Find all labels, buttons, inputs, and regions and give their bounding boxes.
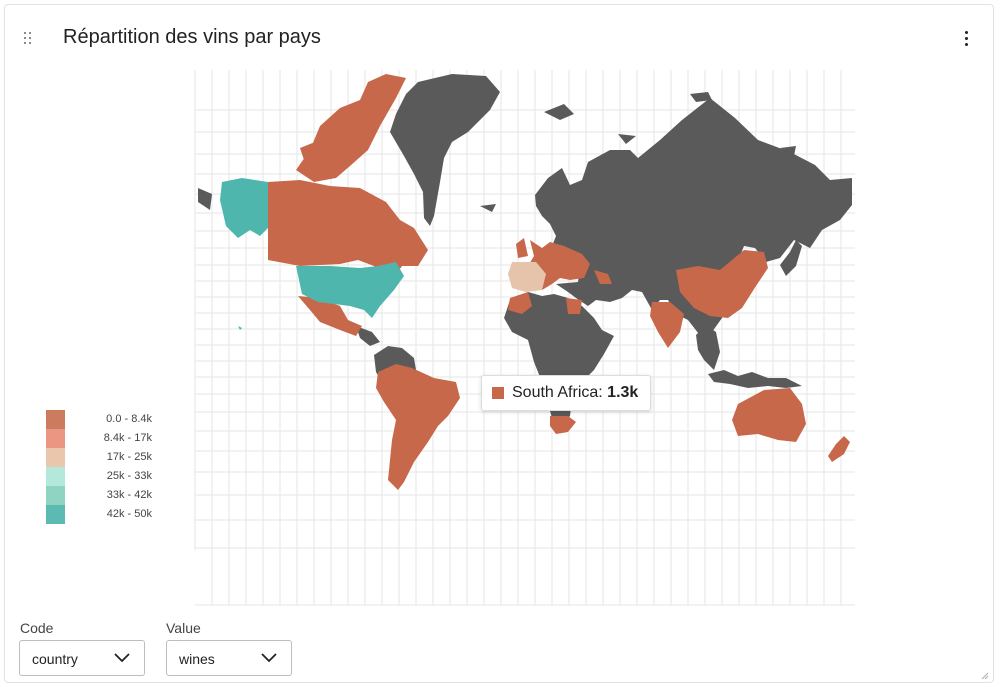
country-tooltip: South Africa: 1.3k	[481, 375, 652, 411]
resize-handle-icon[interactable]	[981, 672, 989, 680]
legend-swatch	[46, 429, 65, 448]
united-states[interactable]	[296, 262, 404, 318]
france-spain[interactable]	[508, 262, 546, 292]
legend-swatch	[46, 505, 65, 524]
code-select-value: country	[32, 651, 78, 667]
more-vertical-icon[interactable]	[960, 29, 974, 49]
legend-label: 25k - 33k	[106, 470, 152, 482]
canada[interactable]	[268, 180, 428, 280]
legend-item: 17k - 25k	[46, 448, 156, 467]
chevron-down-icon	[261, 653, 277, 663]
legend-item: 0.0 - 8.4k	[46, 410, 156, 429]
japan-no-data[interactable]	[780, 240, 802, 276]
indonesia-no-data[interactable]	[708, 370, 802, 388]
map-legend: 0.0 - 8.4k 8.4k - 17k 17k - 25k 25k - 33…	[46, 410, 156, 524]
legend-swatch	[46, 448, 65, 467]
code-label: Code	[20, 620, 54, 636]
legend-item: 25k - 33k	[46, 467, 156, 486]
no-data-countries	[198, 74, 852, 426]
legend-item: 33k - 42k	[46, 486, 156, 505]
value-select-value: wines	[179, 651, 215, 667]
chevron-down-icon	[114, 653, 130, 663]
legend-item: 42k - 50k	[46, 505, 156, 524]
greenland[interactable]	[390, 74, 500, 226]
north-africa-low[interactable]	[508, 292, 582, 314]
legend-label: 8.4k - 17k	[103, 432, 152, 444]
india[interactable]	[650, 302, 684, 348]
tooltip-country: South Africa	[512, 384, 599, 401]
value-select[interactable]: wines	[166, 640, 292, 676]
legend-swatch	[46, 410, 65, 429]
canadian-arctic-archipelago[interactable]	[296, 74, 406, 182]
china[interactable]	[676, 250, 768, 318]
high-value-countries	[220, 178, 404, 330]
south-america-low[interactable]	[376, 364, 460, 490]
low-value-countries	[268, 74, 850, 490]
tooltip-value: 1.3k	[607, 384, 639, 401]
map-widget-card: Répartition des vins par pays	[4, 4, 994, 683]
legend-label: 42k - 50k	[106, 508, 152, 520]
world-map	[194, 70, 855, 606]
mid-value-countries	[508, 262, 546, 292]
legend-swatch	[46, 486, 65, 505]
eurasia-no-data[interactable]	[534, 98, 852, 338]
tooltip-separator: :	[598, 384, 608, 401]
legend-label: 17k - 25k	[106, 451, 152, 463]
code-select[interactable]: country	[19, 640, 145, 676]
legend-item: 8.4k - 17k	[46, 429, 156, 448]
alaska[interactable]	[220, 178, 268, 238]
south-africa[interactable]	[550, 416, 576, 434]
legend-label: 33k - 42k	[106, 489, 152, 501]
widget-title: Répartition des vins par pays	[63, 26, 321, 48]
legend-swatch	[46, 467, 65, 486]
hawaii[interactable]	[238, 326, 242, 330]
value-label: Value	[166, 620, 201, 636]
australia[interactable]	[732, 388, 806, 442]
africa-no-data[interactable]	[504, 292, 614, 426]
tooltip-swatch	[492, 387, 504, 399]
caucasus-low[interactable]	[594, 270, 612, 284]
drag-handle-icon[interactable]	[24, 32, 34, 46]
central-america-no-data[interactable]	[356, 326, 380, 346]
mexico[interactable]	[298, 296, 362, 336]
southeast-asia-no-data[interactable]	[696, 325, 720, 370]
legend-label: 0.0 - 8.4k	[106, 413, 152, 425]
new-zealand[interactable]	[828, 436, 850, 462]
britain-low[interactable]	[516, 238, 528, 258]
